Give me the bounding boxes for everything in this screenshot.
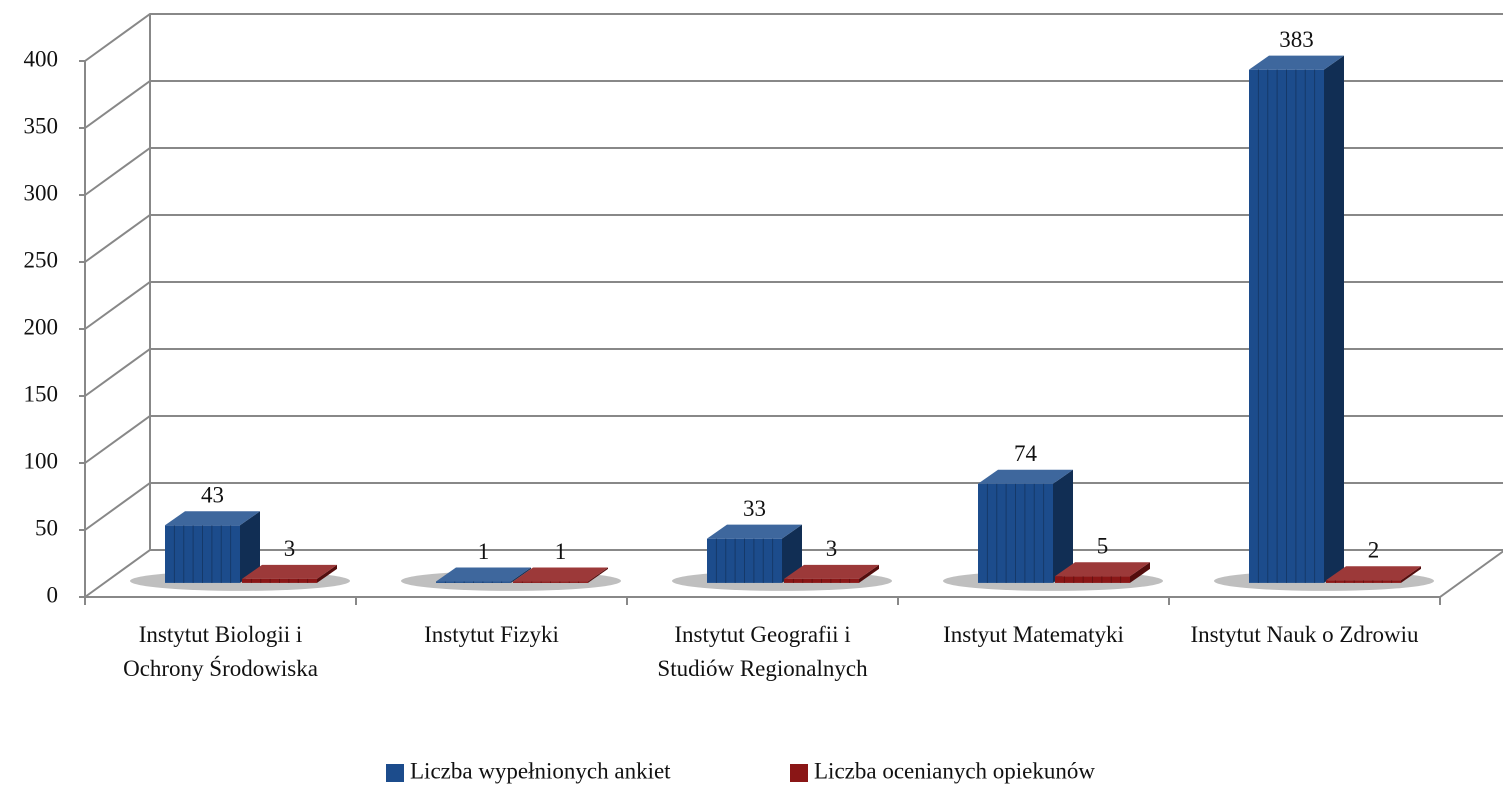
bar-side — [1130, 562, 1150, 583]
data-label: 3 — [826, 536, 838, 561]
bar-top — [1326, 566, 1421, 581]
x-tick-label: Instyut Matematyki — [943, 622, 1124, 647]
legend-label: Liczba ocenianych opiekunów — [814, 758, 1095, 783]
bar-side — [240, 511, 260, 583]
x-tick-label: Instytut Geografii i Studiów Regionalnyc… — [657, 622, 868, 681]
bar-top — [242, 564, 337, 579]
data-label: 33 — [743, 496, 766, 521]
bar-side — [782, 524, 802, 583]
data-label: 383 — [1279, 27, 1314, 52]
bar-side — [317, 564, 337, 583]
bar-side — [859, 564, 879, 583]
data-label: 43 — [201, 483, 224, 508]
y-tick-label: 400 — [24, 46, 59, 71]
y-tick-label: 300 — [24, 180, 59, 205]
bar-side — [511, 567, 531, 583]
bar-top — [436, 567, 531, 582]
data-label: 5 — [1097, 533, 1109, 558]
bar-top — [1249, 55, 1344, 70]
floor — [84, 549, 1503, 598]
data-label: 2 — [1368, 538, 1380, 563]
data-label: 74 — [1014, 441, 1038, 466]
bar-side — [1053, 469, 1073, 583]
bar-top — [513, 567, 608, 582]
y-tick-label: 0 — [47, 582, 59, 607]
y-tick-label: 100 — [24, 448, 59, 473]
y-tick-label: 150 — [24, 381, 59, 406]
bar-top — [165, 511, 260, 526]
x-tick-label: Instytut Fizyki — [424, 622, 559, 647]
x-tick-label: Instytut Biologii i Ochrony Środowiska — [123, 622, 318, 681]
bar-side — [1401, 566, 1421, 583]
bar-top — [707, 524, 802, 539]
data-label: 1 — [555, 539, 567, 564]
bar-side — [1324, 55, 1344, 583]
x-tick-label: Instytut Nauk o Zdrowiu — [1190, 622, 1419, 647]
y-tick-label: 50 — [35, 515, 58, 540]
y-tick-label: 200 — [24, 314, 59, 339]
data-label: 3 — [284, 536, 296, 561]
legend-label: Liczba wypełnionych ankiet — [410, 758, 671, 783]
legend-swatch — [790, 764, 808, 782]
y-tick-label: 350 — [24, 113, 59, 138]
legend-swatch — [386, 764, 404, 782]
bar-top — [784, 564, 879, 579]
data-label: 1 — [478, 539, 490, 564]
bar-side — [588, 567, 608, 583]
bar-top — [1055, 562, 1150, 577]
bar-top — [978, 469, 1073, 484]
y-tick-label: 250 — [24, 247, 59, 272]
